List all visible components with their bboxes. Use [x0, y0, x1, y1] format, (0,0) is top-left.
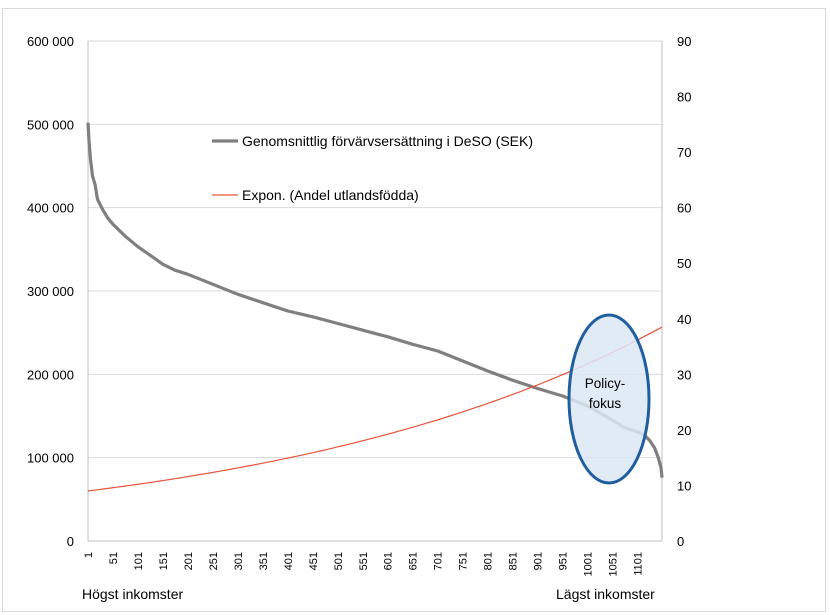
- x-axis-tick-label: 501: [333, 552, 345, 570]
- right-axis-tick-label: 30: [677, 367, 691, 382]
- right-axis-tick-label: 90: [677, 34, 691, 49]
- right-axis-tick-label: 40: [677, 312, 691, 327]
- left-axis-tick-labels: 0 100 000 200 000 300 000 400 000 500 000 600 …: [27, 34, 74, 549]
- right-axis-tick-label: 60: [677, 201, 691, 216]
- x-axis-tick-label: 1101: [633, 552, 645, 576]
- series-line-trend: [87, 326, 663, 492]
- policy-focus-label: Policy-: [585, 376, 626, 391]
- x-axis-tick-label: 751: [458, 552, 470, 570]
- legend-label: Genomsnittlig förvärvsersättning i DeSO …: [242, 133, 533, 149]
- x-axis-tick-label: 651: [408, 552, 420, 570]
- x-axis-tick-label: 901: [533, 552, 545, 570]
- right-axis-tick-label: 10: [677, 478, 691, 493]
- x-axis-tick-label: 1001: [583, 552, 595, 576]
- left-axis-tick-label: 600 000: [27, 34, 74, 49]
- x-axis-tick-label: 351: [258, 552, 270, 570]
- x-axis-tick-label: 201: [183, 552, 195, 570]
- x-axis-tick-label: 101: [133, 552, 145, 570]
- policy-focus-label: fokus: [589, 396, 622, 411]
- left-axis-tick-label: 100 000: [27, 451, 74, 466]
- right-axis-tick-label: 20: [677, 423, 691, 438]
- x-axis-tick-label: 551: [358, 552, 370, 570]
- left-axis-tick-label: 500 000: [27, 117, 74, 132]
- right-axis-tick-label: 70: [677, 145, 691, 160]
- x-axis-tick-label: 1: [83, 552, 95, 558]
- x-axis-tick-label: 301: [233, 552, 245, 570]
- left-axis-tick-label: 0: [67, 534, 74, 549]
- x-axis-tick-labels: 1 51 101 151 201 251 301 351 401 451 501 551 601 651 7…: [83, 552, 645, 576]
- policy-focus-ellipse: [567, 313, 651, 485]
- legend: Genomsnittlig förvärvsersättning i DeSO …: [212, 133, 533, 203]
- footer-right-label: Lägst inkomster: [556, 586, 655, 602]
- x-axis-tick-label: 51: [108, 552, 120, 564]
- footer-left-label: Högst inkomster: [82, 586, 183, 602]
- legend-label: Expon. (Andel utlandsfödda): [242, 187, 419, 203]
- left-axis-tick-label: 300 000: [27, 284, 74, 299]
- gridlines: [87, 40, 663, 542]
- right-axis-tick-label: 0: [677, 534, 684, 549]
- right-axis-tick-labels: 0 10 20 30 40 50 60 70 80 90: [677, 34, 691, 549]
- x-axis-tick-label: 601: [383, 552, 395, 570]
- x-axis-tick-label: 701: [433, 552, 445, 570]
- x-axis-tick-label: 151: [158, 552, 170, 570]
- x-axis-tick-label: 1051: [608, 552, 620, 576]
- x-axis-tick-label: 801: [483, 552, 495, 570]
- x-axis-tick-label: 851: [508, 552, 520, 570]
- x-axis-tick-label: 401: [283, 552, 295, 570]
- left-axis-tick-label: 200 000: [27, 367, 74, 382]
- annotation: Policy-fokus: [567, 313, 651, 485]
- footer: Högst inkomster Lägst inkomster: [82, 586, 655, 602]
- x-axis-tick-label: 951: [558, 552, 570, 570]
- right-axis-tick-label: 50: [677, 256, 691, 271]
- chart-frame: [2, 8, 826, 612]
- x-axis-tick-label: 451: [308, 552, 320, 570]
- left-axis-tick-label: 400 000: [27, 201, 74, 216]
- x-axis-tick-label: 251: [208, 552, 220, 570]
- right-axis-tick-label: 80: [677, 90, 691, 105]
